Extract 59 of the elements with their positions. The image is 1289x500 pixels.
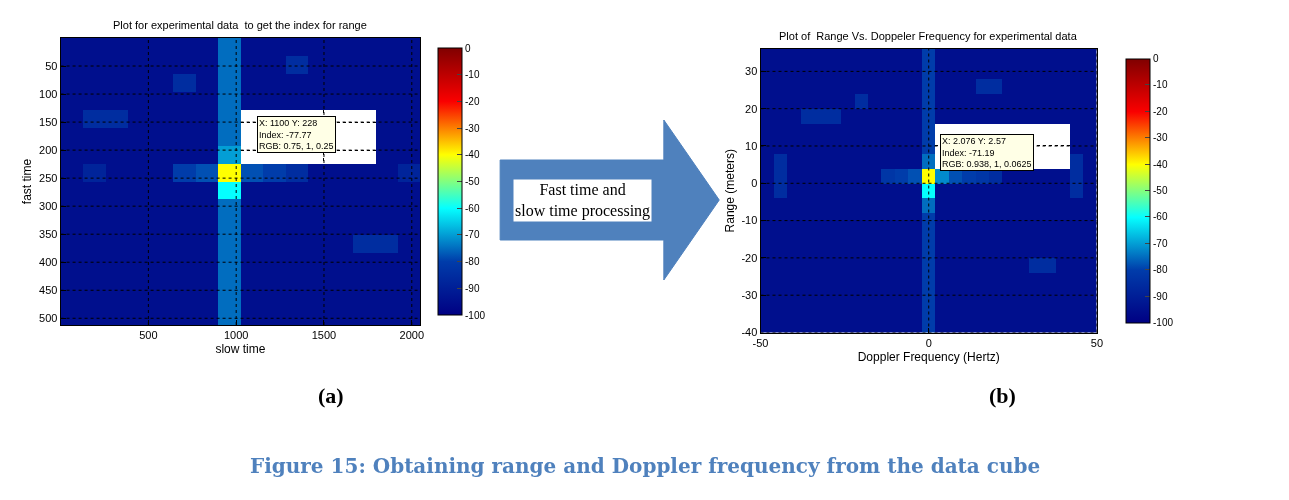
text: (b) xyxy=(989,383,1016,408)
color-bar-label: -20 xyxy=(1153,105,1168,117)
text: Fast time and slow time processing xyxy=(515,181,651,220)
color-bar-label: -30 xyxy=(465,122,480,134)
color-bar-label: -60 xyxy=(465,202,480,214)
x-tick-label: 500 xyxy=(139,329,158,342)
y-tick-label: 150 xyxy=(39,115,58,128)
y-tick-label: 500 xyxy=(39,312,58,325)
color-bar-label: -10 xyxy=(1153,79,1168,91)
color-bar-label: -70 xyxy=(465,229,480,241)
y-tick-label: 0 xyxy=(751,177,758,190)
x-axis-title: slow time xyxy=(215,342,266,357)
color-bar-label: -90 xyxy=(465,282,480,294)
caption: Figure 15: Obtaining range and Doppler frequency from the data cube xyxy=(250,454,1041,478)
y-tick-label: 10 xyxy=(745,139,758,152)
color-bar-label: -30 xyxy=(1153,132,1168,144)
x-tick-label: 0 xyxy=(925,336,932,349)
x-tick-label: -50 xyxy=(752,336,769,349)
annotation: X: 1100 Y: 228 Index: -77.77 RGB: 0.75, 1, 0.25 xyxy=(259,118,334,152)
y-tick-label: -20 xyxy=(741,251,758,264)
y-tick-label: 350 xyxy=(39,228,58,241)
color-bar-label: 0 xyxy=(465,42,471,54)
y-tick-label: 250 xyxy=(39,171,58,184)
y-tick-label: -30 xyxy=(741,289,758,302)
color-bar-label: -100 xyxy=(465,309,486,321)
y-tick-label: -40 xyxy=(741,326,758,339)
x-tick-label: 1500 xyxy=(311,329,337,342)
color-bar-label: -80 xyxy=(1153,264,1168,276)
annotation: X: 2.076 Y: 2.57 Index: -71.19 RGB: 0.938, 1, 0.0625 xyxy=(942,136,1032,170)
y-tick-label: 300 xyxy=(39,200,58,213)
y-tick-label: 400 xyxy=(39,256,58,269)
y-tick-label: 20 xyxy=(745,102,758,115)
chart-title: Plot for experimental data to get the index for range xyxy=(113,19,367,31)
y-tick-label: 200 xyxy=(39,143,58,156)
y-tick-label: 50 xyxy=(45,59,58,72)
color-bar-label: -20 xyxy=(465,95,480,107)
x-tick-label: 50 xyxy=(1090,336,1104,349)
color-bar-label: -10 xyxy=(465,69,480,81)
x-tick-label: 2000 xyxy=(399,329,425,342)
x-tick-label: 1000 xyxy=(223,329,249,342)
color-bar-label: -90 xyxy=(1153,290,1168,302)
y-axis-title: Range (meters) xyxy=(722,149,737,233)
color-bar-label: -50 xyxy=(465,176,480,187)
y-tick-label: -10 xyxy=(741,214,758,227)
x-axis-title: Doppler Frequency (Hertz) xyxy=(857,349,1000,364)
color-bar-label: -60 xyxy=(1153,211,1168,223)
color-bar-label: -70 xyxy=(1153,237,1168,249)
color-bar-label: -40 xyxy=(1153,158,1168,170)
color-bar-label: -80 xyxy=(465,256,480,268)
y-tick-label: 30 xyxy=(745,65,758,78)
color-bar-label: -100 xyxy=(1153,317,1174,328)
text: (a) xyxy=(318,383,344,408)
y-axis-title: fast time xyxy=(20,158,35,205)
color-bar-label: -40 xyxy=(465,149,480,161)
y-tick-label: 450 xyxy=(39,284,58,297)
color-bar-label: -50 xyxy=(1153,185,1168,196)
color-bar-label: 0 xyxy=(1153,53,1159,64)
y-tick-label: 100 xyxy=(39,87,58,100)
chart-title: Plot of Range Vs. Doppeler Frequency for experimental data xyxy=(779,30,1078,42)
